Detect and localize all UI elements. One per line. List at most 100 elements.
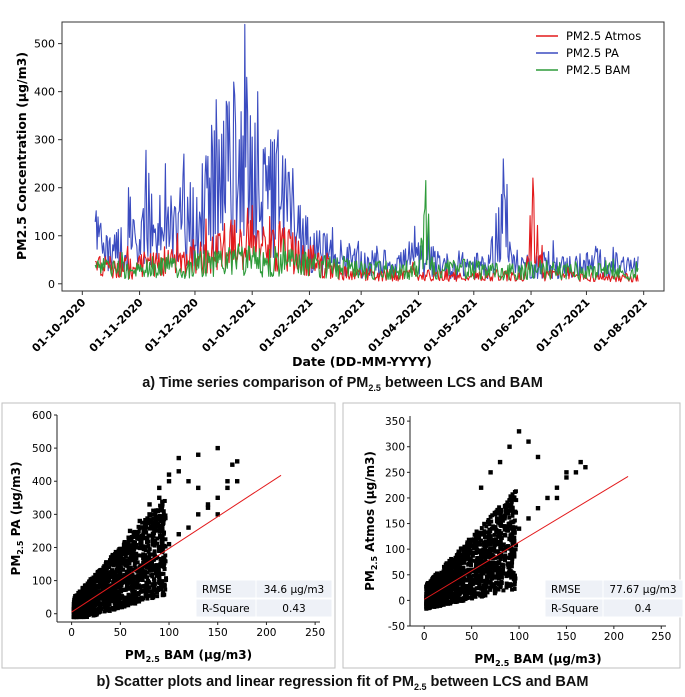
scatter-point (230, 462, 235, 467)
scatter-point (444, 569, 449, 574)
scatter-point (196, 485, 201, 491)
scatter-point (131, 542, 136, 547)
scatter-point (160, 499, 165, 504)
scatter-point (129, 552, 134, 557)
scatter-point (136, 524, 141, 529)
scatter-xtick-label: 150 (556, 631, 576, 643)
scatter-point (126, 597, 131, 602)
regression-line (71, 474, 282, 613)
scatter-point (90, 610, 95, 615)
scatter-point (481, 578, 486, 583)
scatter-point (121, 567, 126, 572)
scatter-point (123, 603, 128, 608)
scatter-point (159, 584, 164, 589)
ts-xtick-label: 01-08-2021 (591, 296, 650, 355)
scatter-point (509, 554, 514, 559)
scatter-point (144, 590, 149, 595)
scatter-point (480, 553, 485, 558)
scatter-point (512, 527, 517, 532)
caption-a: a) Time series comparison of PM2.5 betwe… (142, 375, 543, 393)
scatter-point (480, 551, 485, 556)
scatter-point (121, 548, 126, 553)
scatter-point (494, 519, 499, 524)
scatter-point (84, 606, 89, 611)
scatter-point (142, 525, 147, 530)
scatter-point (499, 509, 504, 514)
scatter-point (155, 590, 160, 595)
ts-xtick-label: 01-03-2021 (308, 296, 367, 355)
scatter-point (72, 600, 77, 605)
scatter-point (444, 598, 449, 603)
scatter-point (473, 551, 478, 556)
scatter-point (132, 533, 137, 538)
scatter-point (498, 546, 503, 551)
scatter-point (123, 587, 128, 592)
scatter-point (143, 548, 148, 553)
scatter-point (100, 601, 105, 606)
scatter-point (496, 576, 501, 581)
scatter-point (447, 566, 452, 571)
scatter-point (120, 605, 125, 610)
scatter-point (501, 588, 506, 593)
scatter-point (428, 583, 433, 588)
scatter-point (126, 576, 131, 581)
scatter-point (448, 589, 453, 594)
scatter-point (88, 610, 93, 615)
scatter-point (502, 557, 507, 562)
scatter-point (447, 593, 452, 598)
scatter-point (147, 580, 152, 585)
scatter-point (452, 576, 457, 581)
scatter-point (93, 596, 98, 601)
scatter-point (434, 601, 439, 606)
scatter-point (486, 560, 491, 565)
scatter-point (460, 598, 465, 603)
scatter-point (140, 520, 145, 525)
scatter-point (101, 573, 106, 578)
scatter-point (120, 587, 125, 592)
stats-cell (602, 598, 684, 618)
scatter-point (143, 521, 148, 526)
scatter-point (137, 569, 142, 574)
scatter-point (510, 587, 515, 592)
scatter-point (131, 598, 136, 603)
scatter-point (466, 537, 471, 542)
scatter-point (196, 512, 201, 517)
scatter-point (162, 517, 167, 522)
scatter-point (496, 587, 501, 592)
scatter-point (505, 500, 510, 505)
scatter-point (134, 598, 139, 603)
scatter-point (509, 550, 514, 555)
scatter-point (480, 567, 485, 572)
scatter-point (139, 544, 144, 549)
scatter-point (495, 555, 500, 560)
scatter-point (96, 600, 101, 605)
scatter-point (86, 595, 91, 600)
scatter-point (150, 557, 155, 562)
scatter-point (554, 485, 560, 490)
scatter-point (117, 563, 122, 568)
scatter-point (156, 569, 161, 574)
legend-label: PM2.5 BAM (566, 63, 630, 77)
scatter-point (469, 588, 474, 593)
scatter-point (143, 569, 148, 574)
scatter-point (101, 578, 106, 583)
scatter-point (166, 541, 172, 547)
scatter-point (176, 455, 181, 461)
scatter-xtick-label: 100 (509, 631, 529, 643)
scatter-point (113, 549, 118, 554)
ts-ytick-label: 400 (34, 86, 55, 99)
scatter-point (110, 552, 115, 557)
scatter-point (494, 586, 499, 591)
stats-value: 0.4 (635, 603, 652, 615)
scatter-point (507, 444, 512, 449)
scatter-point (120, 602, 125, 607)
scatter-point (504, 571, 509, 576)
scatter-point (136, 592, 141, 597)
scatter-point (150, 596, 155, 601)
scatter-point (116, 548, 121, 553)
scatter-point (88, 598, 94, 603)
stats-label: R-Square (551, 603, 599, 615)
scatter-point (489, 538, 494, 543)
scatter-point (157, 533, 162, 538)
scatter-point (509, 575, 514, 580)
